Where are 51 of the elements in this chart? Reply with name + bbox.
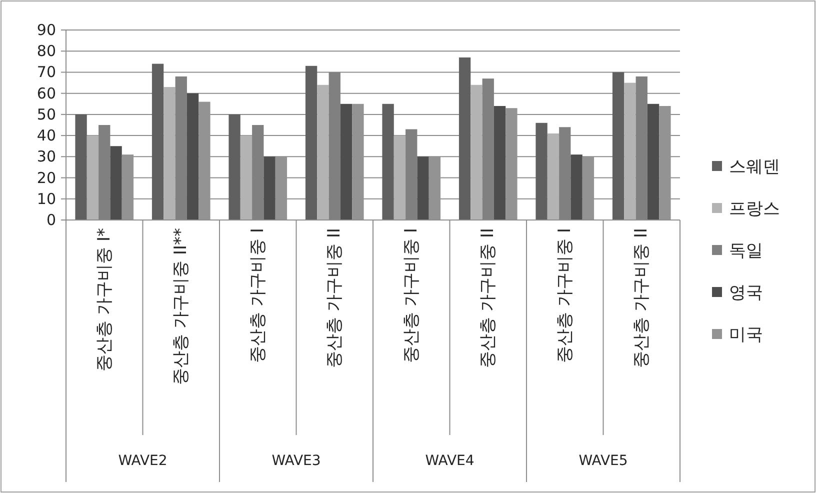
y-tick-label: 40 [36,126,56,145]
y-tick-label: 50 [36,105,56,124]
y-tick-label: 30 [36,148,56,166]
y-tick-label: 60 [36,84,56,102]
x-tick-label: 중산층 가구비중 II [632,228,652,368]
bar [86,136,99,220]
bar [536,122,548,220]
bar [75,114,87,220]
text: WAVE2 [118,453,168,469]
bar [394,136,406,220]
bar [228,114,240,220]
bar [417,156,429,220]
x-tick-label: 중산층 가구비중 II [478,228,498,368]
bar [186,93,199,220]
legend-label: 독일 [729,241,763,261]
bar [317,84,329,220]
y-tick-label: 0 [46,211,56,229]
x-tick-label: 중산층 가구비중 I [248,228,268,363]
legend-label: 스웨덴 [729,157,780,177]
bar [110,146,122,220]
y-tick-label: 20 [36,168,56,187]
x-tick-label: 중산층 가구비중 I* [94,228,114,372]
bar [570,154,582,220]
bar [612,72,624,220]
bar [382,104,394,220]
x-tick-label: 중산층 가구비중 II** [171,228,192,385]
bar [340,104,352,220]
bar [264,156,276,220]
bar [458,57,471,220]
legend-label: 프랑스 [729,199,780,219]
text: WAVE3 [272,453,321,469]
y-tick-label: 70 [36,63,56,82]
legend-label: 영국 [729,283,763,303]
text: WAVE4 [425,453,474,469]
bar [470,84,482,220]
x-tick-label: 중산층 가구비중 II [324,228,345,368]
x-tick-label: 중산층 가구비중 I [401,228,422,363]
text: WAVE5 [578,453,628,469]
bar [164,87,176,220]
bar [305,66,318,220]
bar [624,82,636,220]
bar [240,136,252,220]
y-tick-label: 90 [36,21,56,39]
bar [152,64,164,220]
y-tick-label: 10 [36,190,56,208]
bar [494,106,506,220]
bar [647,104,660,220]
legend-label: 미국 [729,325,763,345]
bar [547,133,560,220]
y-tick-label: 80 [36,42,56,60]
x-tick-label: 중산층 가구비중 I [554,228,575,363]
